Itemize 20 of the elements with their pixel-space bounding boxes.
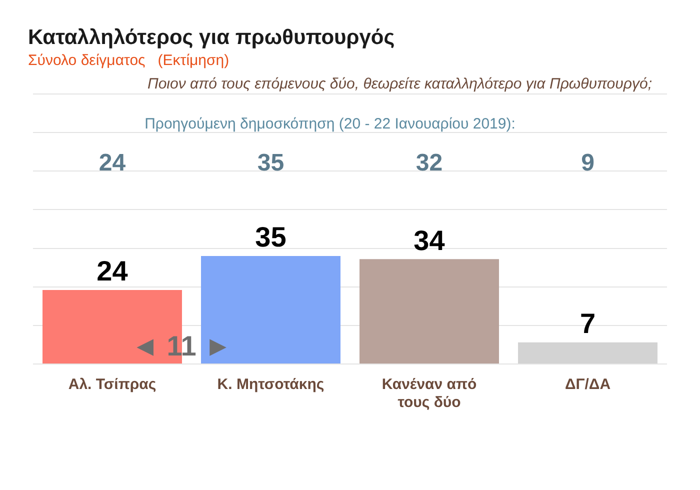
annotation: 24 <box>98 150 126 177</box>
x-tick-label: Κανέναν από τους δύο <box>382 376 477 412</box>
x-tick-label: Κ. Μητσοτάκης <box>217 376 324 394</box>
annotation: ◄ 11 ► <box>131 330 232 362</box>
annotation: Προηγούμενη δημοσκόπηση (20 - 22 Ιανουαρίου 2019): <box>144 116 516 133</box>
data-label: 35 <box>255 222 286 253</box>
chart-subtitle: Σύνολο δείγματος (Εκτίμηση) <box>27 51 230 69</box>
annotation: 35 <box>257 150 284 177</box>
data-label: 7 <box>580 308 596 340</box>
bar <box>201 256 340 364</box>
x-tick-label: Αλ. Τσίπρας <box>68 376 156 394</box>
data-label: 24 <box>96 256 128 287</box>
x-tick-label: ΔΓ/ΔΑ <box>564 376 611 394</box>
annotation: 9 <box>581 150 594 177</box>
bar <box>360 259 499 364</box>
data-label: 34 <box>414 224 446 256</box>
chart-title: Καταλληλότερος για πρωθυπουργός <box>27 25 396 50</box>
annotation: 32 <box>416 150 443 177</box>
bar <box>518 342 658 364</box>
text: Ποιον από τους επόμενους δύο, θεωρείτε καταλληλότερο για Πρωθυπουργό; <box>147 76 652 93</box>
